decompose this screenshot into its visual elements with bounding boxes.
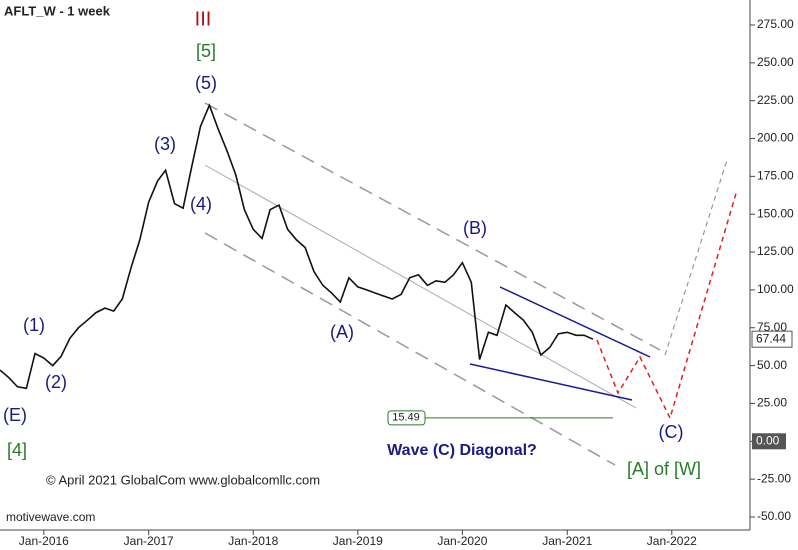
wave-label: (A) xyxy=(330,322,354,342)
channel-lower xyxy=(204,232,616,466)
x-tick-label: Jan-2018 xyxy=(228,534,278,548)
last-value-box xyxy=(751,330,793,348)
wave-label: (4) xyxy=(190,194,212,214)
x-tick-label: Jan-2020 xyxy=(437,534,487,548)
chart-title: AFLT_W - 1 week xyxy=(4,3,111,18)
projection-red xyxy=(596,189,738,421)
y-tick-label: 200.00 xyxy=(757,131,794,145)
y-tick-label: -25.00 xyxy=(757,471,791,485)
y-tick-label: 25.00 xyxy=(757,396,787,410)
wave-label: [A] of [W] xyxy=(627,459,701,479)
last-value-label: 67.44 xyxy=(756,331,786,345)
diagonal-upper xyxy=(499,286,651,358)
wave-label: (2) xyxy=(45,372,67,392)
wave-label: Wave (C) Diagonal? xyxy=(387,442,537,459)
wave-label: (C) xyxy=(659,422,684,442)
wave-label: (1) xyxy=(23,315,45,335)
y-tick-label: 250.00 xyxy=(757,55,794,69)
wave-label: [5] xyxy=(196,41,216,61)
y-tick-label: 125.00 xyxy=(757,244,794,258)
y-tick-label: 100.00 xyxy=(757,282,794,296)
x-tick-label: Jan-2019 xyxy=(333,534,383,548)
y-tick-label: 275.00 xyxy=(757,17,794,31)
target-label: 15.49 xyxy=(392,412,420,424)
wave-label: (B) xyxy=(463,218,487,238)
channel-upper xyxy=(204,102,661,351)
copyright: © April 2021 GlobalCom www.globalcomllc.… xyxy=(46,472,320,487)
x-tick-label: Jan-2017 xyxy=(124,534,174,548)
y-tick-label: -50.00 xyxy=(757,509,791,523)
x-tick-label: Jan-2022 xyxy=(647,534,697,548)
x-tick-label: Jan-2021 xyxy=(542,534,592,548)
wave-label: III xyxy=(195,8,212,30)
target-box xyxy=(387,410,426,426)
wave-label: (E) xyxy=(3,405,27,425)
price-line xyxy=(0,103,594,390)
wave-label: [4] xyxy=(7,440,27,460)
wave-label: (3) xyxy=(154,134,176,154)
projection-gray xyxy=(664,159,728,356)
zero-marker-box xyxy=(752,433,786,450)
x-tick-label: Jan-2016 xyxy=(19,534,69,548)
wave-label: (5) xyxy=(195,73,217,93)
y-tick-label: 75.00 xyxy=(757,320,787,334)
diagonal-lower xyxy=(469,363,633,401)
y-tick-label: 175.00 xyxy=(757,169,794,183)
y-tick-label: 225.00 xyxy=(757,93,794,107)
y-tick-label: 150.00 xyxy=(757,206,794,220)
source: motivewave.com xyxy=(6,510,95,524)
y-tick-label: 50.00 xyxy=(757,358,787,372)
zero-marker-label: 0.00 xyxy=(756,433,780,447)
